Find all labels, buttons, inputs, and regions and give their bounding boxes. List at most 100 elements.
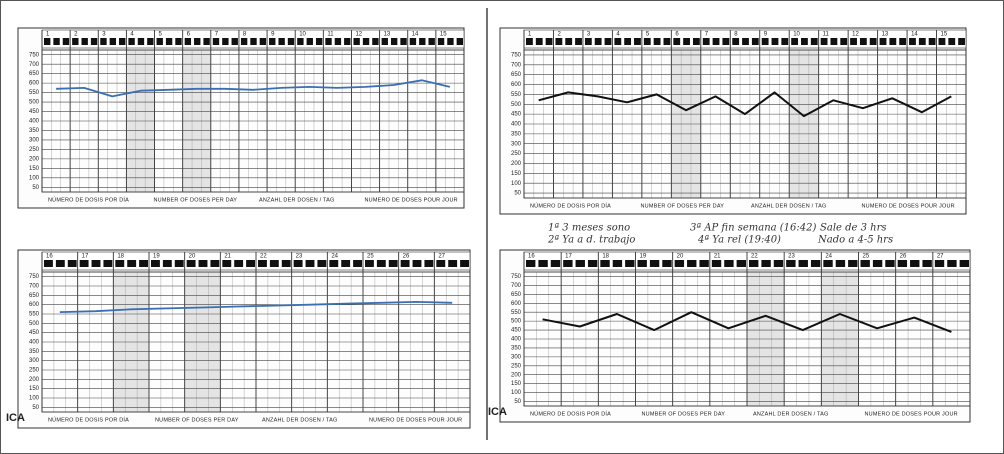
y-tick-label: 700 xyxy=(29,62,40,68)
dose-box xyxy=(460,260,469,267)
y-tick-label: 50 xyxy=(514,191,521,197)
dose-box xyxy=(624,38,631,45)
footer-label: NÚMERO DE DOSIS POR DÍA xyxy=(530,202,611,209)
y-tick-label: 750 xyxy=(29,274,40,280)
dose-box xyxy=(958,38,965,45)
y-tick-label: 600 xyxy=(29,81,40,87)
day-label: 16 xyxy=(46,254,53,260)
dose-box xyxy=(555,38,562,45)
dose-box xyxy=(448,260,457,267)
footer-label: ANZAHL DER DOSEN / TAG xyxy=(259,197,335,203)
footer-label: NUMERO DE DOSES POUR JOUR xyxy=(862,203,955,209)
dose-box xyxy=(139,260,148,267)
y-tick-label: 650 xyxy=(511,292,522,298)
dose-box xyxy=(63,38,69,45)
dose-box xyxy=(401,260,410,267)
dose-box xyxy=(307,38,313,45)
dose-box xyxy=(811,260,820,267)
y-tick-label: 450 xyxy=(511,112,522,118)
dose-box xyxy=(457,38,463,45)
dose-box xyxy=(762,38,769,45)
dose-box xyxy=(673,38,680,45)
dose-box xyxy=(246,260,255,267)
dose-box xyxy=(222,38,228,45)
y-tick-label: 700 xyxy=(511,283,522,289)
day-label: 21 xyxy=(224,254,231,260)
y-tick-label: 400 xyxy=(511,337,522,343)
y-tick-label: 650 xyxy=(511,72,522,78)
panel xyxy=(500,250,970,422)
dose-box xyxy=(232,38,238,45)
day-label: 24 xyxy=(331,254,338,260)
dose-box xyxy=(585,38,592,45)
dose-box xyxy=(687,260,696,267)
dose-box xyxy=(151,260,160,267)
dose-box xyxy=(821,38,828,45)
annotation: 4ª Ya rel (19:40) xyxy=(697,235,781,246)
dose-box xyxy=(436,260,445,267)
dose-box xyxy=(353,260,362,267)
dose-box xyxy=(110,38,116,45)
y-tick-label: 450 xyxy=(511,328,522,334)
day-label: 14 xyxy=(911,32,918,38)
dose-box xyxy=(344,38,350,45)
dose-box xyxy=(341,260,350,267)
dose-box xyxy=(860,38,867,45)
day-label: 12 xyxy=(355,32,362,38)
y-tick-label: 450 xyxy=(29,109,40,115)
dose-box xyxy=(885,260,894,267)
dose-box xyxy=(588,260,597,267)
dose-box xyxy=(732,38,739,45)
dose-box xyxy=(699,260,708,267)
y-tick-label: 150 xyxy=(511,171,522,177)
dose-box xyxy=(260,38,266,45)
dose-box xyxy=(335,38,341,45)
dose-box xyxy=(250,38,256,45)
dose-box xyxy=(575,38,582,45)
y-tick-label: 600 xyxy=(511,301,522,307)
y-tick-label: 250 xyxy=(29,368,40,374)
dose-box xyxy=(880,38,887,45)
dose-box xyxy=(781,38,788,45)
dose-box xyxy=(737,260,746,267)
dose-box xyxy=(297,38,303,45)
dose-box xyxy=(389,260,398,267)
y-tick-label: 200 xyxy=(29,377,40,383)
annotation: Nado a 4-5 hrs xyxy=(817,235,893,246)
y-tick-label: 500 xyxy=(511,319,522,325)
dose-box xyxy=(703,38,710,45)
dose-box xyxy=(213,38,219,45)
dose-box xyxy=(80,260,89,267)
y-tick-label: 300 xyxy=(511,354,522,360)
dose-box xyxy=(823,260,832,267)
y-tick-label: 650 xyxy=(29,293,40,299)
dose-box xyxy=(288,38,294,45)
dose-box xyxy=(199,260,208,267)
dose-box xyxy=(68,260,77,267)
dose-box xyxy=(203,38,209,45)
day-label: 27 xyxy=(438,254,445,260)
day-label: 23 xyxy=(296,254,303,260)
y-tick-label: 500 xyxy=(29,321,40,327)
footer-label: NUMERO DE DOSES POUR JOUR xyxy=(865,411,958,417)
dose-box xyxy=(187,260,196,267)
dose-box xyxy=(947,260,956,267)
y-tick-label: 150 xyxy=(511,381,522,387)
dose-box xyxy=(772,38,779,45)
dose-box xyxy=(306,260,315,267)
dose-box xyxy=(909,38,916,45)
dose-box xyxy=(650,260,659,267)
y-tick-label: 100 xyxy=(511,181,522,187)
dose-box xyxy=(163,260,172,267)
dose-box xyxy=(625,260,634,267)
footer-label: ANZAHL DER DOSEN / TAG xyxy=(753,411,829,417)
dose-box xyxy=(234,260,243,267)
y-tick-label: 350 xyxy=(29,128,40,134)
dose-box xyxy=(365,260,374,267)
dose-box xyxy=(791,38,798,45)
dose-box xyxy=(424,260,433,267)
day-label: 15 xyxy=(440,32,447,38)
footer-label: NUMBER OF DOSES PER DAY xyxy=(642,411,726,417)
dose-box xyxy=(801,38,808,45)
y-tick-label: 150 xyxy=(29,166,40,172)
